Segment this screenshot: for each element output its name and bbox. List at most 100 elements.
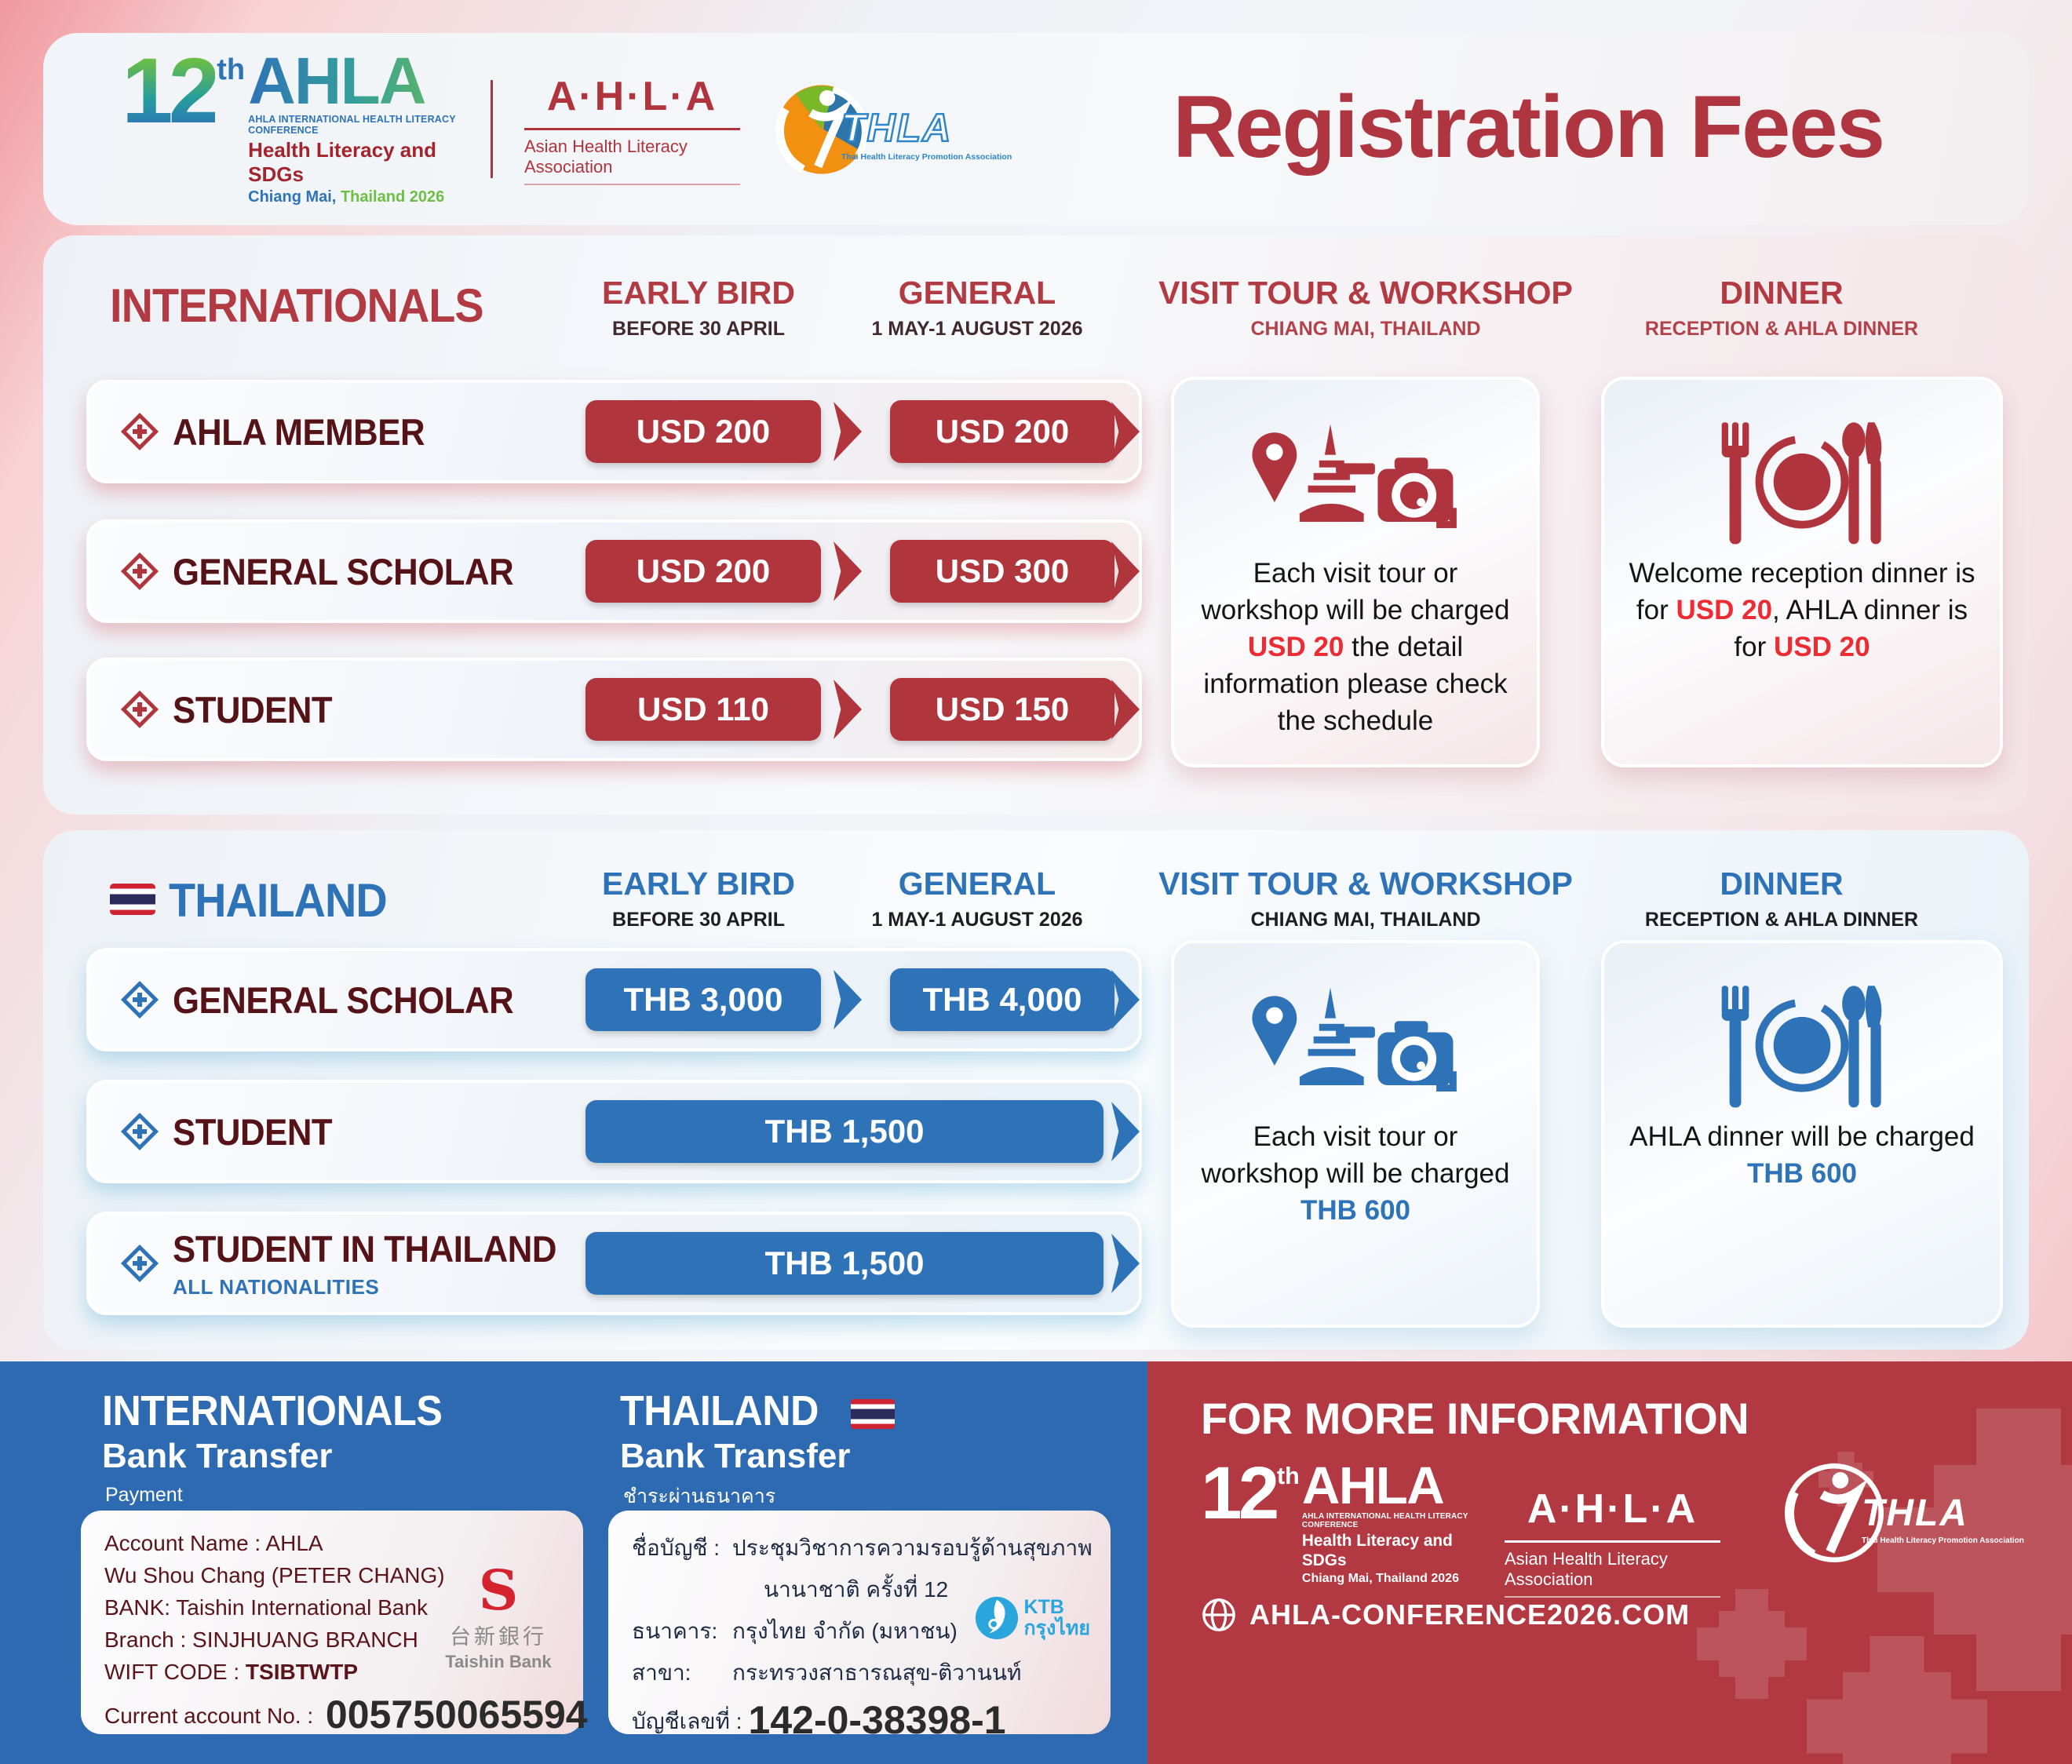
arrow-right-icon (834, 680, 862, 739)
diamond-icon (122, 982, 157, 1017)
website-url[interactable]: AHLA-CONFERENCE2026.COM (1249, 1598, 1691, 1631)
arrow-right-icon (1111, 680, 1140, 739)
dinner-card-text: Welcome reception dinner is for USD 20, … (1629, 558, 1975, 662)
ahla-association-logo-white: A·H·L·A Asian Health Literacy Associatio… (1505, 1485, 1720, 1598)
arrow-right-icon (1111, 1102, 1140, 1161)
arrow-right-icon (834, 970, 862, 1030)
ktb-bank-logo: KTB กรุงไทย (974, 1595, 1090, 1641)
thai-payment-title: THAILAND (620, 1387, 895, 1435)
logo-12-number: 12 (122, 38, 220, 143)
visit-tour-card: Each visit tour or workshop will be char… (1171, 940, 1540, 1328)
thailand-flag-icon (850, 1398, 895, 1429)
thailand-section: THAILAND EARLY BIRD BEFORE 30 APRIL GENE… (43, 830, 2029, 1350)
general-price: THB 4,000 (890, 968, 1114, 1031)
fee-row-student: STUDENT USD 110 USD 150 (86, 658, 1142, 761)
cutlery-plate-icon (1604, 417, 2000, 551)
thai-account-number: บัญชีเลขที่ :142-0-38398-1 (632, 1698, 1006, 1742)
page-title: Registration Fees (1173, 78, 1885, 176)
thailand-flag-icon (110, 884, 155, 915)
column-general: GENERAL 1 MAY-1 AUGUST 2026 (871, 275, 1083, 340)
thai-payment-note: ชำระผ่านธนาคาร (623, 1485, 776, 1507)
logo-conference-line: AHLA INTERNATIONAL HEALTH LITERACY CONFE… (248, 114, 456, 137)
thailand-title: THAILAND (169, 874, 388, 927)
cutlery-plate-icon (1604, 981, 2000, 1114)
tour-landmark-camera-icon (1174, 981, 1537, 1114)
early-bird-price: USD 200 (585, 540, 821, 603)
internationals-section: INTERNATIONALS EARLY BIRD BEFORE 30 APRI… (43, 235, 2029, 815)
row-sublabel: ALL NATIONALITIES (173, 1275, 380, 1299)
dinner-card: AHLA dinner will be charged THB 600 (1601, 940, 2003, 1328)
swift-code: WIFT CODE : TSIBTWTP (104, 1660, 359, 1684)
dinner-card: Welcome reception dinner is for USD 20, … (1601, 377, 2003, 767)
tour-card-text: Each visit tour or workshop will be char… (1201, 558, 1510, 736)
fee-row-student-in-thailand: STUDENT IN THAILAND ALL NATIONALITIES TH… (86, 1212, 1142, 1315)
reception-dinner-price: USD 20 (1676, 594, 1773, 625)
intl-bank-transfer-label: Bank Transfer (102, 1437, 333, 1475)
more-info-title: FOR MORE INFORMATION (1201, 1394, 1749, 1443)
thla-logo: THLA Thai Health Literacy Promotion Asso… (775, 83, 1012, 176)
logo-ahla-word: AHLA (248, 48, 491, 114)
arrow-right-icon (1111, 402, 1140, 461)
tour-price: THB 600 (1300, 1194, 1411, 1226)
taishin-s-glyph: S (478, 1558, 519, 1623)
fee-row-ahla-member: AHLA MEMBER USD 200 USD 200 (86, 380, 1142, 483)
arrow-right-icon (1111, 1234, 1140, 1293)
thla-globe-icon (1784, 1463, 1884, 1563)
fee-row-general-scholar: GENERAL SCHOLAR USD 200 USD 300 (86, 519, 1142, 623)
arrow-right-icon (1111, 970, 1140, 1030)
intl-bank-card: Account Name : AHLA Wu Shou Chang (PETER… (81, 1511, 588, 1737)
taishin-bank-logo: S 台新銀行 Taishin Bank (436, 1558, 561, 1672)
ahla12-logo-white: 12 th AHLA AHLA INTERNATIONAL HEALTH LIT… (1201, 1452, 1468, 1586)
thla-globe-icon (775, 84, 868, 174)
thai-bank-card: ชื่อบัญชี : ประชุมวิชาการความรอบรู้ด้านสุ… (608, 1511, 1111, 1742)
tour-price: USD 20 (1247, 631, 1344, 662)
bank-name: BANK: Taishin International Bank (104, 1595, 428, 1620)
general-price: USD 150 (890, 678, 1114, 741)
ahla-association-logo: A·H·L·A Asian Health Literacy Associatio… (524, 73, 740, 185)
column-visit-tour: VISIT TOUR & WORKSHOP CHIANG MAI, THAILA… (1158, 866, 1573, 931)
diamond-icon (122, 414, 157, 449)
payment-band: INTERNATIONALS Bank Transfer Payment Acc… (0, 1361, 1147, 1764)
flat-price: THB 1,500 (585, 1100, 1103, 1163)
ahla-dinner-price: USD 20 (1774, 631, 1870, 662)
pixel-cross-decoration (1807, 1636, 1987, 1764)
thai-bank-name: ธนาคาร: กรุงไทย จำกัด (มหาชน) (632, 1619, 958, 1643)
intl-payment-title: INTERNATIONALS (102, 1387, 443, 1434)
general-price: USD 300 (890, 540, 1114, 603)
fee-row-student: STUDENT THB 1,500 (86, 1080, 1142, 1183)
column-early-bird: EARLY BIRD BEFORE 30 APRIL (601, 866, 796, 931)
header-card: 12 th AHLA AHLA INTERNATIONAL HEALTH LIT… (43, 33, 2029, 225)
globe-icon (1202, 1598, 1235, 1631)
fee-row-general-scholar: GENERAL SCHOLAR THB 3,000 THB 4,000 (86, 948, 1142, 1051)
pixel-cross-decoration (1697, 1589, 1807, 1699)
column-general: GENERAL 1 MAY-1 AUGUST 2026 (871, 866, 1083, 931)
tour-card-text: Each visit tour or workshop will be char… (1201, 1121, 1510, 1226)
account-number: Current account No. : 005750065594 (104, 1693, 588, 1737)
logo-divider (491, 80, 493, 178)
account-holder: Wu Shou Chang (PETER CHANG) (104, 1563, 445, 1587)
thla-logo-white: THLA Thai Health Literacy Promotion Asso… (1783, 1462, 2024, 1564)
intl-payment-note: Payment (105, 1484, 183, 1506)
arrow-right-icon (834, 402, 862, 461)
account-name: Account Name : AHLA (104, 1531, 323, 1555)
bank-branch: Branch : SINJHUANG BRANCH (104, 1627, 418, 1652)
column-dinner: DINNER RECEPTION & AHLA DINNER (1644, 866, 1919, 931)
column-early-bird: EARLY BIRD BEFORE 30 APRIL (601, 275, 796, 340)
website-link[interactable]: AHLA-CONFERENCE2026.COM (1201, 1597, 1690, 1633)
diamond-icon (122, 692, 157, 727)
arrow-right-icon (1111, 541, 1140, 601)
column-dinner: DINNER RECEPTION & AHLA DINNER (1644, 275, 1919, 340)
thai-account-name: ชื่อบัญชี : ประชุมวิชาการความรอบรู้ด้านสุ… (632, 1536, 1093, 1560)
ktb-bird-icon (975, 1596, 1018, 1640)
ahla12-conference-logo: 12 th AHLA AHLA INTERNATIONAL HEALTH LIT… (122, 38, 491, 206)
early-bird-price: USD 200 (585, 400, 821, 463)
diamond-icon (122, 1114, 157, 1149)
thai-bank-branch: สาขา: กระทรวงสาธารณสุข-ติวานนท์ (632, 1660, 1022, 1685)
early-bird-price: THB 3,000 (585, 968, 821, 1031)
internationals-title: INTERNATIONALS (110, 279, 484, 332)
more-info-band: FOR MORE INFORMATION 12 th AHLA AHLA INT… (1147, 1361, 2072, 1764)
tour-landmark-camera-icon (1174, 417, 1537, 551)
diamond-icon (122, 1246, 157, 1281)
arrow-right-icon (834, 541, 862, 601)
